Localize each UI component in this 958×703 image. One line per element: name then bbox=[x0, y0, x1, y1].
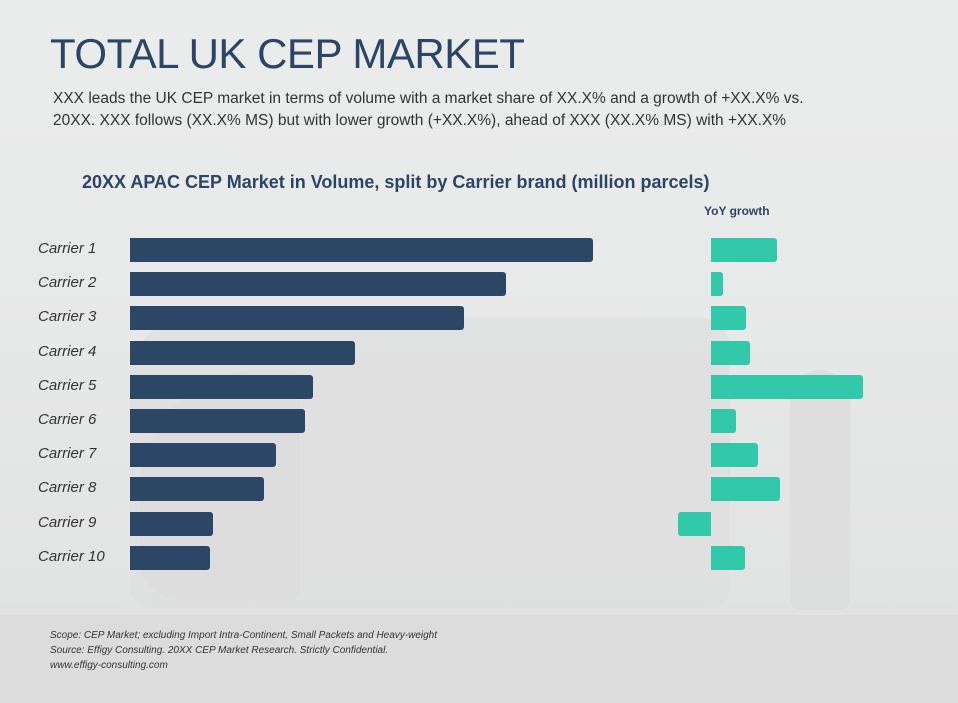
category-label: Carrier 7 bbox=[38, 445, 97, 463]
volume-bar bbox=[130, 511, 213, 536]
category-label: Carrier 6 bbox=[38, 411, 97, 428]
volume-bar bbox=[130, 443, 276, 468]
chart-row: Carrier 6 bbox=[0, 409, 958, 433]
volume-bar bbox=[130, 272, 506, 297]
yoy-growth-bar bbox=[711, 340, 750, 365]
yoy-growth-bar bbox=[711, 443, 758, 468]
yoy-growth-bar bbox=[711, 374, 863, 399]
volume-bar bbox=[130, 238, 593, 262]
category-label: Carrier 1 bbox=[38, 240, 97, 257]
category-label: Carrier 5 bbox=[38, 376, 97, 394]
yoy-growth-bar bbox=[711, 272, 723, 297]
background-courier-silhouette bbox=[790, 370, 850, 610]
yoy-growth-bar bbox=[711, 409, 736, 433]
footer-band bbox=[0, 615, 958, 703]
footnote: Scope: CEP Market; excluding Import Intr… bbox=[50, 628, 437, 673]
volume-bar bbox=[130, 545, 210, 570]
footnote-source: Source: Effigy Consulting. 20XX CEP Mark… bbox=[50, 645, 389, 656]
volume-bar bbox=[130, 374, 313, 399]
subtitle-line-2: 20XX. XXX follows (XX.X% MS) but with lo… bbox=[53, 112, 787, 129]
category-label: Carrier 4 bbox=[38, 342, 97, 360]
chart-title: 20XX APAC CEP Market in Volume, split by… bbox=[82, 172, 710, 192]
subtitle-line-1: XXX leads the UK CEP market in terms of … bbox=[53, 90, 804, 107]
chart-row: Carrier 3 bbox=[0, 306, 958, 331]
chart-row: Carrier 1 bbox=[0, 238, 958, 262]
category-label: Carrier 3 bbox=[38, 308, 97, 326]
category-label: Carrier 8 bbox=[38, 479, 97, 497]
chart-row: Carrier 4 bbox=[0, 340, 958, 365]
footnote-scope: Scope: CEP Market; excluding Import Intr… bbox=[50, 630, 438, 641]
volume-bar bbox=[130, 477, 264, 502]
yoy-growth-bar bbox=[711, 306, 746, 331]
volume-bar bbox=[130, 306, 464, 331]
yoy-growth-bar bbox=[711, 477, 780, 502]
yoy-growth-title: YoY growth bbox=[704, 204, 770, 218]
chart-row: Carrier 2 bbox=[0, 272, 958, 297]
category-label: Carrier 2 bbox=[38, 274, 97, 292]
category-label: Carrier 10 bbox=[38, 547, 105, 565]
page-subtitle: XXX leads the UK CEP market in terms of … bbox=[53, 88, 933, 132]
yoy-growth-bar bbox=[711, 545, 745, 570]
category-label: Carrier 9 bbox=[38, 513, 97, 531]
chart-row: Carrier 8 bbox=[0, 477, 958, 502]
chart-row: Carrier 7 bbox=[0, 443, 958, 468]
chart-row: Carrier 9 bbox=[0, 511, 958, 536]
footnote-website: www.effigy-consulting.com bbox=[50, 660, 168, 671]
volume-bar bbox=[130, 409, 305, 433]
chart-row: Carrier 10 bbox=[0, 545, 958, 570]
yoy-growth-bar bbox=[711, 238, 777, 262]
page-title: TOTAL UK CEP MARKET bbox=[50, 30, 525, 77]
yoy-growth-bar bbox=[678, 511, 711, 536]
chart-row: Carrier 5 bbox=[0, 374, 958, 399]
volume-bar bbox=[130, 340, 355, 365]
